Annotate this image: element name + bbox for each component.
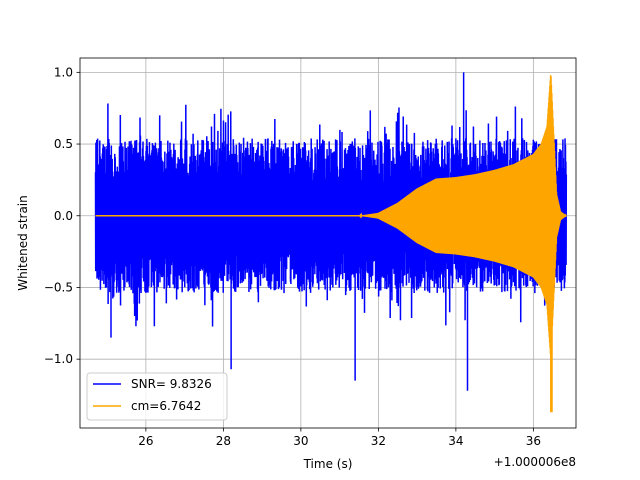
legend-box	[86, 372, 228, 421]
y-axis-label: Whitened strain	[16, 195, 30, 291]
plot-frame	[79, 57, 577, 429]
x-tick-label: 32	[371, 434, 386, 448]
legend-label-cm: cm=6.7642	[131, 399, 201, 413]
x-axis-label: Time (s)	[303, 457, 353, 471]
y-tick-label: −0.5	[44, 280, 73, 294]
x-axis-offset-label: +1.000006e8	[494, 455, 576, 469]
legend: SNR= 9.8326 cm=6.7642	[86, 372, 228, 421]
x-tick-label: 26	[138, 434, 153, 448]
x-tick-label: 30	[293, 434, 308, 448]
x-tick-label: 28	[216, 434, 231, 448]
series-snr-line	[94, 72, 568, 391]
plot-area	[94, 72, 568, 413]
y-axis-ticks: −1.0 −0.5 0.0 0.5 1.0	[44, 65, 80, 366]
x-axis-ticks: 26 28 30 32 34 36	[138, 428, 541, 448]
y-tick-label: −1.0	[44, 352, 73, 366]
x-tick-label: 36	[526, 434, 541, 448]
y-tick-label: 1.0	[54, 65, 73, 79]
series-cm-line	[95, 75, 567, 413]
y-tick-label: 0.5	[54, 137, 73, 151]
x-tick-label: 34	[448, 434, 463, 448]
y-tick-label: 0.0	[54, 209, 73, 223]
legend-label-snr: SNR= 9.8326	[131, 377, 212, 391]
